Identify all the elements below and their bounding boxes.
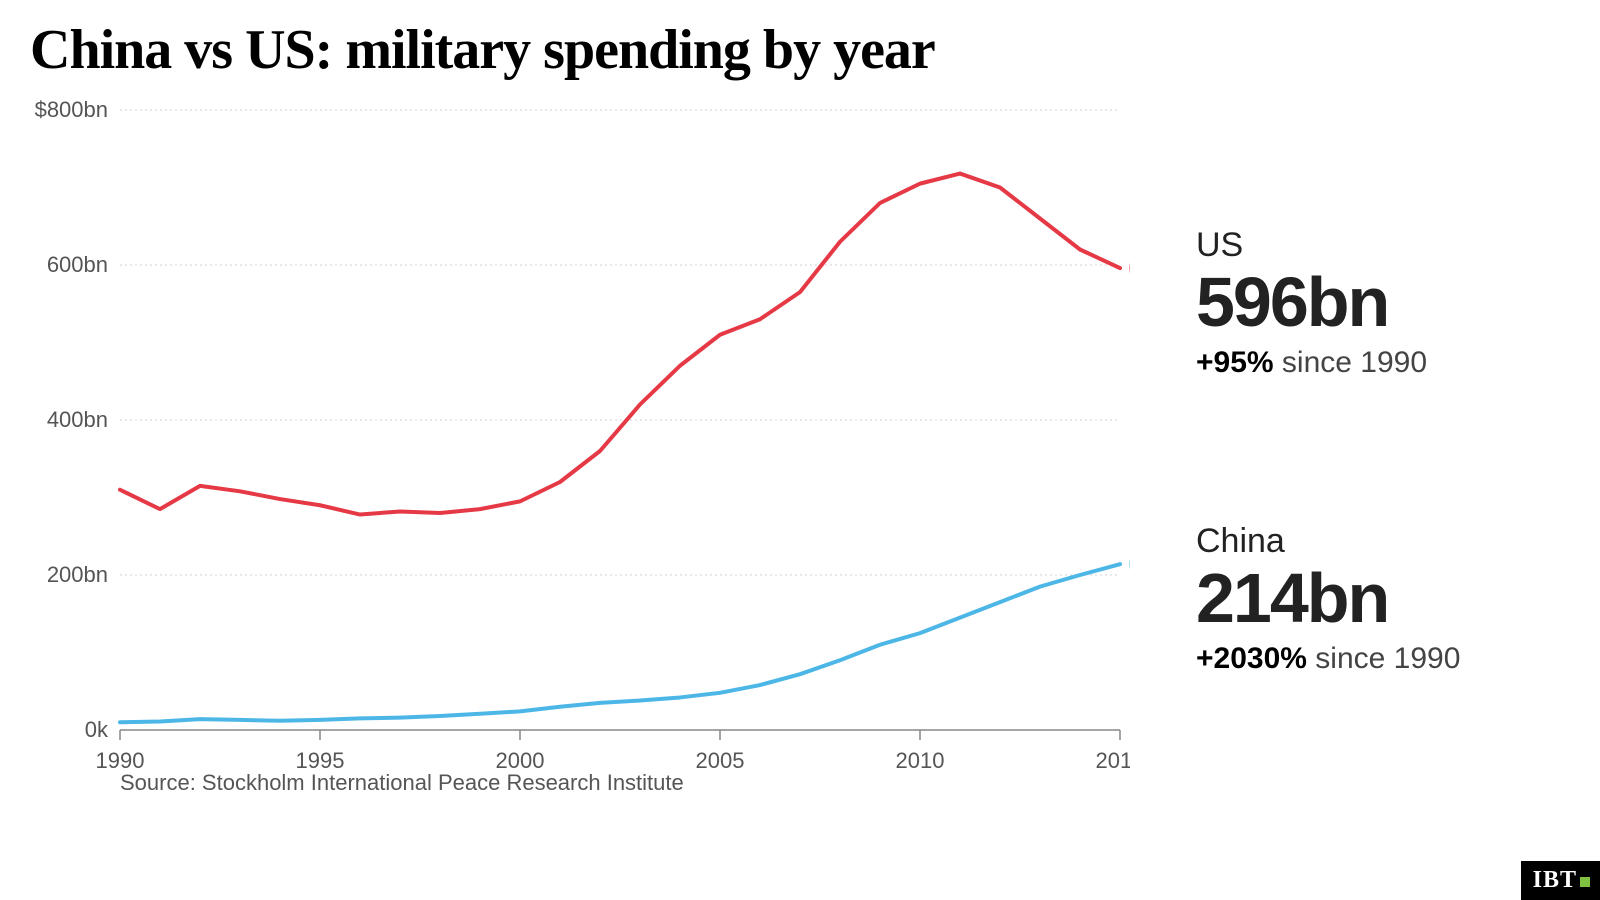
- line-chart: 0k200bn400bn600bn$800bn19901995200020052…: [30, 95, 1130, 795]
- y-axis-label: $800bn: [35, 97, 108, 122]
- x-axis-label: 2010: [896, 748, 945, 773]
- series-china-line: [120, 564, 1120, 722]
- callout-us-name: US: [1196, 228, 1427, 264]
- callout-us-value: 596bn: [1196, 266, 1427, 340]
- x-axis-label: 2005: [696, 748, 745, 773]
- callout-us-change: +95% since 1990: [1196, 343, 1427, 382]
- logo-text: IBT: [1533, 867, 1577, 894]
- y-axis-label: 600bn: [47, 252, 108, 277]
- source-text: Source: Stockholm International Peace Re…: [120, 770, 684, 796]
- y-axis-label: 0k: [85, 717, 109, 742]
- x-axis-label: 2015: [1096, 748, 1130, 773]
- callout-china-change: +2030% since 1990: [1196, 639, 1460, 678]
- y-axis-label: 400bn: [47, 407, 108, 432]
- callout-china: China 214bn +2030% since 1990: [1196, 524, 1460, 678]
- callout-us: US 596bn +95% since 1990: [1196, 228, 1427, 382]
- series-us-line: [120, 174, 1120, 515]
- publisher-logo: IBT: [1521, 861, 1600, 900]
- chart-title: China vs US: military spending by year: [30, 18, 935, 82]
- y-axis-label: 200bn: [47, 562, 108, 587]
- logo-dot-icon: [1580, 877, 1590, 887]
- callout-china-value: 214bn: [1196, 562, 1460, 636]
- chart-container: 0k200bn400bn600bn$800bn19901995200020052…: [30, 95, 1130, 795]
- callout-china-name: China: [1196, 524, 1460, 560]
